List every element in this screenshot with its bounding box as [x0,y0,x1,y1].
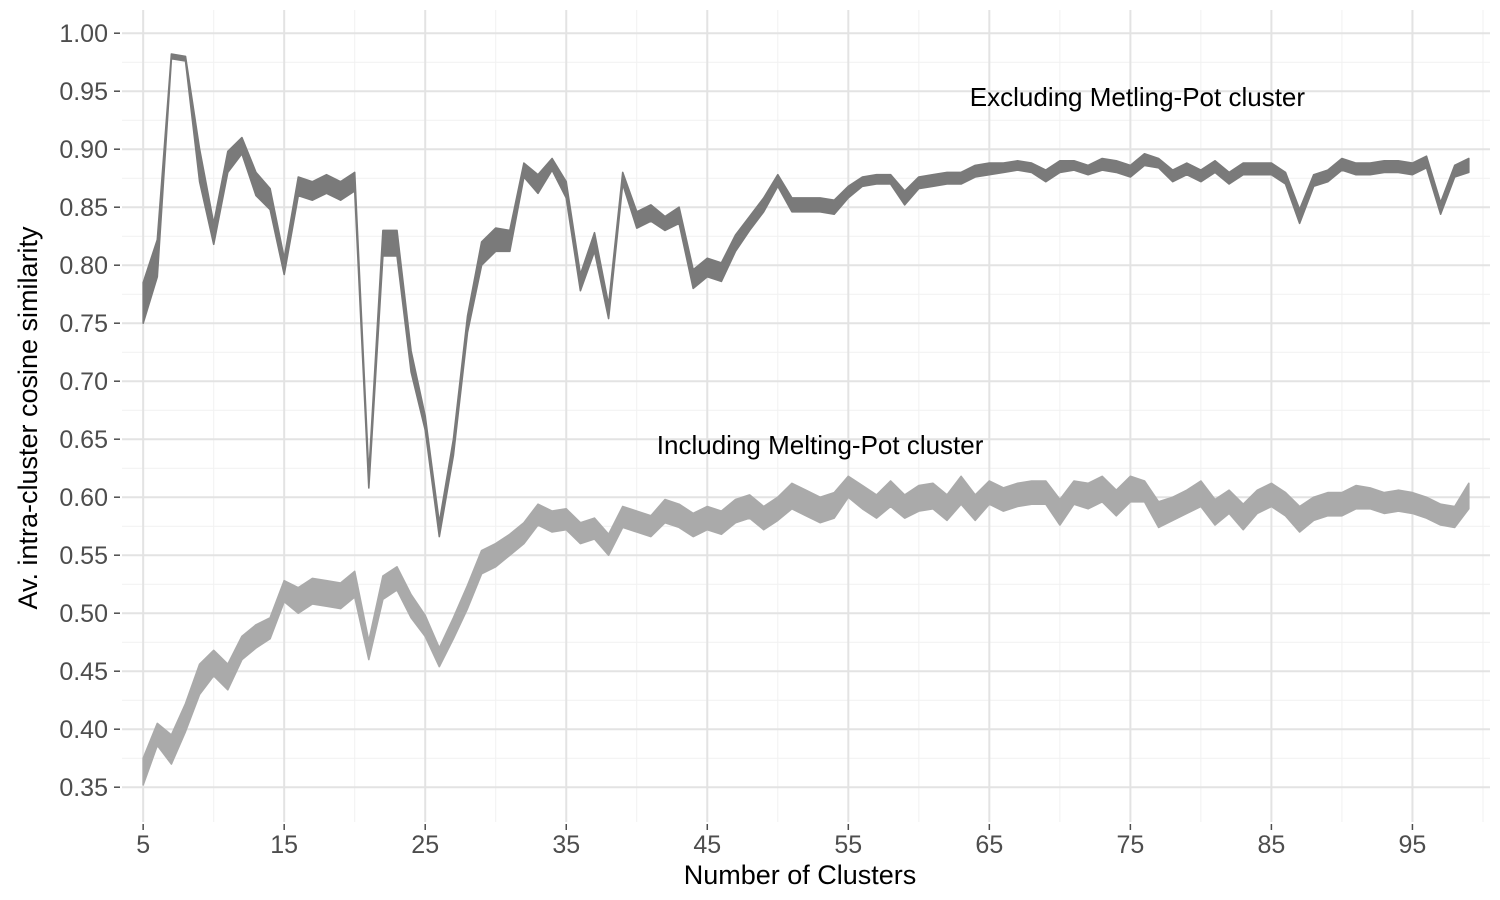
x-tick-label: 75 [1116,831,1144,859]
axis-ticks [114,32,1414,830]
x-tick-label: 35 [552,831,580,859]
minor-gridlines [122,10,1490,822]
y-tick-label: 0.85 [59,194,108,222]
series-band-0 [142,53,1470,538]
x-tick-label: 85 [1257,831,1285,859]
annotation-label: Including Melting-Pot cluster [657,430,984,460]
y-tick-label: 0.95 [59,78,108,106]
y-tick-label: 0.50 [59,600,108,628]
y-tick-labels: 0.35 0.40 0.45 0.50 0.55 0.60 0.65 0.70 0.75 0.80… [59,20,108,802]
y-tick-label: 0.80 [59,252,108,280]
y-tick-label: 0.40 [59,716,108,744]
x-tick-label: 5 [136,831,150,859]
x-tick-label: 95 [1399,831,1427,859]
x-tick-label: 45 [693,831,721,859]
y-tick-label: 0.55 [59,542,108,570]
x-tick-label: 55 [834,831,862,859]
y-tick-label: 0.75 [59,310,108,338]
series-band-1 [142,475,1470,786]
y-tick-label: 0.65 [59,426,108,454]
annotation-label: Excluding Metling-Pot cluster [970,82,1306,112]
x-tick-labels: 5 15 25 35 45 55 65 75 85 95 [136,831,1426,859]
y-tick-label: 0.35 [59,774,108,802]
y-tick-label: 1.00 [59,20,108,48]
y-tick-label: 0.70 [59,368,108,396]
x-axis-title: Number of Clusters [684,860,917,890]
x-tick-label: 15 [270,831,298,859]
x-tick-label: 25 [411,831,439,859]
annotations: Excluding Metling-Pot cluster Including M… [657,82,1306,460]
y-tick-label: 0.45 [59,658,108,686]
y-tick-label: 0.60 [59,484,108,512]
x-tick-label: 65 [975,831,1003,859]
y-axis-title: Av. intra-cluster cosine similarity [13,226,43,610]
series-bands [142,53,1470,786]
y-tick-label: 0.90 [59,136,108,164]
